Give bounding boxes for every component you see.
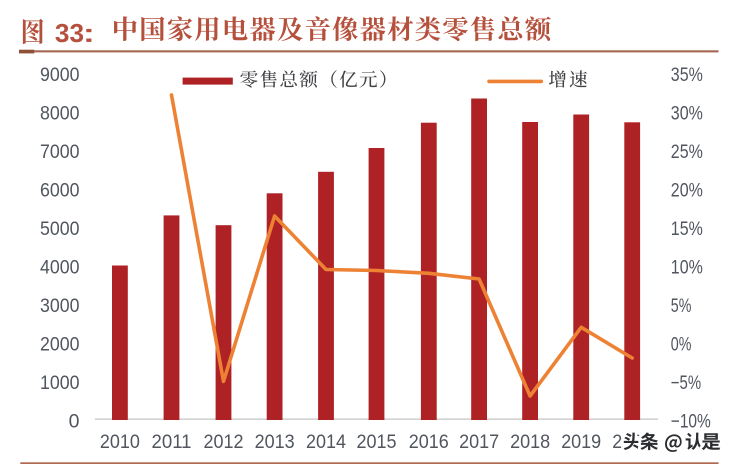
svg-text:2012: 2012 bbox=[204, 431, 244, 453]
svg-text:0: 0 bbox=[69, 411, 80, 433]
svg-text:9000: 9000 bbox=[40, 64, 80, 86]
svg-text:2018: 2018 bbox=[510, 431, 550, 453]
svg-text:2011: 2011 bbox=[152, 431, 192, 453]
svg-text:2017: 2017 bbox=[459, 431, 499, 453]
svg-text:15%: 15% bbox=[671, 218, 703, 240]
svg-text:35%: 35% bbox=[671, 64, 703, 86]
svg-text:2015: 2015 bbox=[357, 431, 397, 453]
svg-text:7000: 7000 bbox=[40, 141, 80, 163]
svg-text:25%: 25% bbox=[671, 141, 703, 163]
svg-text:8000: 8000 bbox=[40, 103, 80, 125]
svg-text:2013: 2013 bbox=[255, 431, 295, 453]
svg-text:1000: 1000 bbox=[40, 372, 80, 394]
svg-text:10%: 10% bbox=[671, 257, 703, 279]
svg-text:33: 33 bbox=[55, 18, 84, 48]
svg-text:−10%: −10% bbox=[671, 411, 711, 433]
svg-text:2000: 2000 bbox=[40, 334, 80, 356]
svg-text:2019: 2019 bbox=[561, 431, 601, 453]
svg-text:30%: 30% bbox=[671, 103, 703, 125]
svg-text:3000: 3000 bbox=[40, 295, 80, 317]
svg-text:5000: 5000 bbox=[40, 218, 80, 240]
svg-text:2016: 2016 bbox=[409, 431, 449, 453]
svg-text:20%: 20% bbox=[671, 180, 703, 202]
svg-text:2010: 2010 bbox=[100, 431, 140, 453]
svg-text:5%: 5% bbox=[671, 295, 692, 317]
svg-text:0%: 0% bbox=[671, 334, 692, 356]
svg-text:−5%: −5% bbox=[671, 372, 701, 394]
svg-text:4000: 4000 bbox=[40, 257, 80, 279]
svg-text:2014: 2014 bbox=[306, 431, 346, 453]
svg-text:6000: 6000 bbox=[40, 180, 80, 202]
